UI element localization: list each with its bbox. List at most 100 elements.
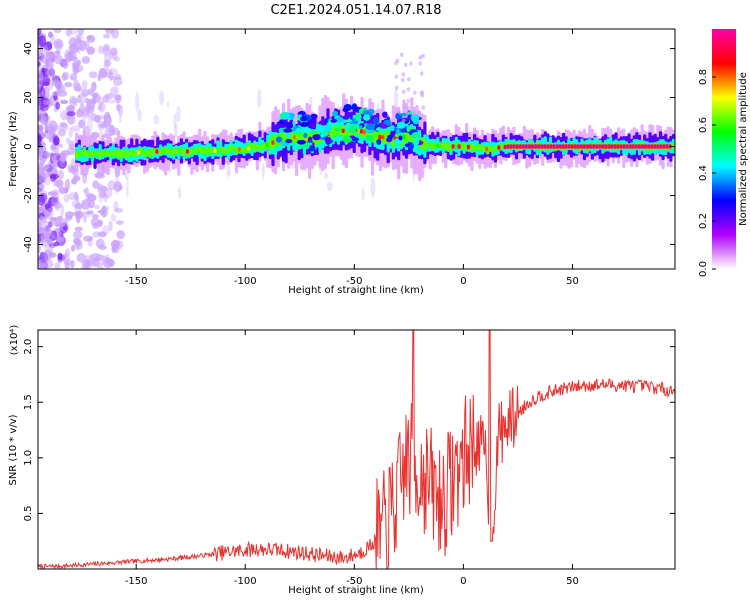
spectrogram-noise-cell	[78, 119, 86, 129]
snr-x-axis: -150 -100 -50 0 50	[125, 330, 579, 587]
spectrogram-ridge-cell	[206, 147, 210, 155]
snr-y-tick-label: 0.5	[23, 505, 34, 521]
spectrogram-noise-cell	[97, 45, 104, 54]
spectrogram-noise-cell	[44, 232, 55, 241]
spectrogram-peak-cell	[579, 144, 583, 149]
spectrogram-noise-cell	[38, 243, 41, 254]
spectrogram-smear-cell	[114, 172, 120, 195]
spectrogram-branch-cell	[330, 119, 338, 123]
spectrogram-branch-cell	[376, 139, 382, 145]
spectrogram-noise-cell	[55, 50, 61, 55]
spectrogram-peak-cell	[665, 144, 669, 149]
spectrogram-noise-cell	[38, 194, 46, 206]
spectrogram-noise-cell	[57, 128, 66, 137]
spectrogram-noise-cell	[102, 45, 111, 57]
spectrogram-ridge-cell	[98, 150, 102, 159]
spectrogram-peak-cell	[604, 144, 608, 149]
spectrogram-noise-cell	[110, 75, 116, 80]
spectrogram-noise-cell	[98, 68, 107, 79]
spectrogram-y-tick-label: 20	[23, 91, 34, 104]
spectrogram-peak-cell	[271, 140, 275, 145]
spectrogram-ridge-cell	[88, 149, 92, 157]
spectrogram-trace-cell	[419, 90, 424, 96]
spectrogram-ridge-cell	[132, 151, 136, 157]
spectrogram-noise-cell	[74, 83, 82, 92]
spectrogram-noise-cell	[38, 124, 44, 134]
spectrogram-branch-cell	[406, 117, 411, 121]
spectrogram-branch-cell	[306, 142, 313, 146]
spectrogram-noise-cell	[72, 230, 83, 239]
spectrogram-noise-cell	[68, 166, 76, 174]
spectrogram-peak-cell	[457, 144, 461, 149]
spectrogram-branch-cell	[285, 139, 293, 144]
spectrogram-peak-cell	[616, 144, 620, 149]
spectrogram-noise-cell	[101, 205, 107, 218]
spectrogram-noise-cell	[113, 94, 122, 101]
spectrogram-noise-cell	[113, 76, 123, 87]
spectrogram-ridge-cell	[441, 143, 445, 150]
spectrogram-ridge-cell	[208, 147, 212, 155]
spectrogram-noise-cell	[90, 217, 100, 227]
spectrogram-noise-cell	[84, 186, 90, 197]
spectrogram-peak-cell	[509, 144, 513, 149]
spectrogram-peak-cell	[573, 144, 577, 149]
spectrogram-noise-cell	[80, 100, 85, 106]
spectrogram-ridge-cell	[103, 150, 108, 156]
spectrogram-branch-cell	[386, 137, 393, 143]
spectrogram-noise-cell	[103, 111, 111, 124]
spectrogram-noise-cell	[38, 185, 41, 196]
spectrogram-peak-cell	[265, 142, 269, 147]
spectrogram-noise-cell	[69, 142, 75, 150]
spectrogram-noise-cell	[43, 249, 52, 262]
spectrogram-noise-cell	[91, 213, 99, 219]
spectrogram-noise-cell	[58, 169, 64, 180]
spectrogram-ridge-cell	[255, 144, 259, 152]
spectrogram-peak-cell	[564, 144, 568, 149]
spectrogram-peak-cell	[363, 130, 366, 135]
spectrogram-noise-cell	[61, 73, 67, 81]
spectrogram-ridge-cell	[423, 139, 427, 151]
spectrogram-noise-cell	[74, 191, 79, 200]
spectrogram-ridge-cell	[114, 149, 118, 157]
spectrogram-ridge-cell	[491, 146, 495, 153]
spectrogram-noise-cell	[54, 41, 63, 49]
spectrogram-noise-cell	[73, 242, 82, 251]
spectrogram-ridge-cell	[268, 138, 272, 150]
spectrogram-smear-cell	[105, 118, 111, 132]
spectrogram-trace-cell	[394, 85, 399, 90]
spectrogram-peak-cell	[656, 144, 660, 149]
colorbar-tick-label: 0.2	[698, 213, 709, 229]
spectrogram-trace-cell	[405, 111, 410, 116]
spectrogram-trace-cell	[409, 61, 413, 66]
spectrogram-branch-cell	[406, 126, 411, 132]
spectrogram-smear-cell	[87, 114, 93, 135]
spectrogram-branch-cell	[390, 130, 396, 138]
spectrogram-x-tick-label: -150	[125, 276, 148, 287]
spectrogram-branch-cell	[325, 137, 331, 145]
spectrogram-noise-cell	[57, 143, 64, 148]
spectrogram-noise-cell	[55, 102, 60, 110]
snr-series	[38, 330, 675, 569]
spectrogram-peak-cell	[137, 150, 140, 155]
spectrogram-ridge-cell	[250, 144, 254, 149]
spectrogram-branch-cell	[404, 143, 410, 148]
spectrogram-noise-cell	[66, 105, 75, 113]
spectrogram-peak-cell	[454, 144, 458, 149]
spectrogram-noise-cell	[48, 245, 54, 257]
spectrogram-peak-cell	[247, 146, 250, 151]
spectrogram-noise-cell	[40, 56, 50, 64]
spectrogram-x-axis: -150 -100 -50 0 50	[125, 29, 579, 287]
spectrogram-noise-cell	[60, 204, 65, 217]
spectrogram-noise-cell	[45, 94, 54, 100]
spectrogram-peak-cell	[506, 144, 510, 149]
spectrogram-noise-cell	[116, 230, 125, 240]
spectrogram-noise-cell	[99, 188, 106, 199]
spectrogram-ridge-cell	[82, 148, 87, 157]
spectrogram-ridge-cell	[117, 149, 121, 159]
spectrogram-peak-cell	[598, 144, 602, 149]
snr-y-multiplier: (x10⁴)	[9, 325, 20, 356]
spectrogram-noise-cell	[103, 55, 110, 63]
spectrogram-peak-cell	[378, 134, 382, 140]
spectrogram-noise-cell	[81, 113, 91, 119]
spectrogram-ridge-cell	[258, 144, 262, 151]
